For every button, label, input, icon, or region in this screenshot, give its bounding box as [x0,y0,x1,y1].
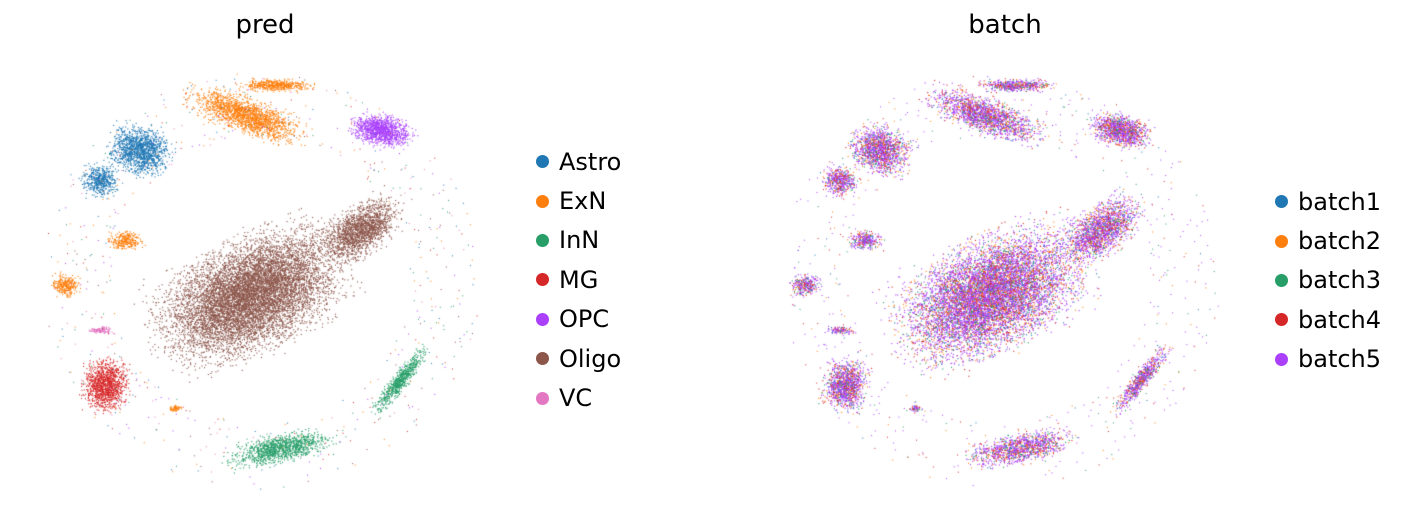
legend-marker [536,312,549,326]
legend-item: batch2 [1275,221,1381,260]
legend-item: ExN [536,181,621,220]
legend-item: OPC [536,300,621,339]
legend-item: VC [536,378,621,417]
scatter-plot-pred [30,60,490,500]
legend-label: InN [559,226,600,255]
legend-marker [1275,352,1288,366]
legend-item: batch3 [1275,261,1381,300]
chart-title: pred [235,10,295,40]
legend-batch: batch1 batch2 batch3 batch4 batch5 [1275,182,1381,379]
chart-title: batch [968,10,1042,40]
legend-item: Astro [536,142,621,181]
legend-item: MG [536,260,621,299]
legend-label: ExN [559,187,607,216]
legend-marker [1275,195,1288,209]
legend-label: OPC [559,305,610,334]
legend-label: MG [559,265,599,294]
legend-label: VC [559,384,593,413]
legend-item: InN [536,221,621,260]
legend-marker [1275,234,1288,248]
legend-marker [1275,313,1288,327]
legend-item: batch1 [1275,182,1381,221]
legend-marker [536,352,549,366]
legend-item: batch5 [1275,340,1381,379]
legend-marker [536,155,549,169]
legend-marker [1275,273,1288,287]
legend-label: Astro [559,147,622,176]
legend-item: Oligo [536,339,621,378]
legend-label: Oligo [559,344,622,373]
legend-label: batch5 [1298,345,1382,374]
legend-marker [536,391,549,405]
legend-marker [536,233,549,247]
legend-pred: Astro ExN InN MG OPC Oligo VC [536,142,621,418]
umap-panel-batch: batch batch1 batch2 batch3 batch4 batch5 [740,0,1420,526]
umap-panel-pred: pred Astro ExN InN MG OPC Oligo VC [0,0,700,526]
legend-item: batch4 [1275,300,1381,339]
legend-label: batch1 [1298,187,1382,216]
legend-label: batch2 [1298,227,1382,256]
legend-label: batch4 [1298,305,1382,334]
legend-marker [536,273,549,287]
scatter-plot-batch [770,60,1230,500]
legend-label: batch3 [1298,266,1382,295]
legend-marker [536,194,549,208]
